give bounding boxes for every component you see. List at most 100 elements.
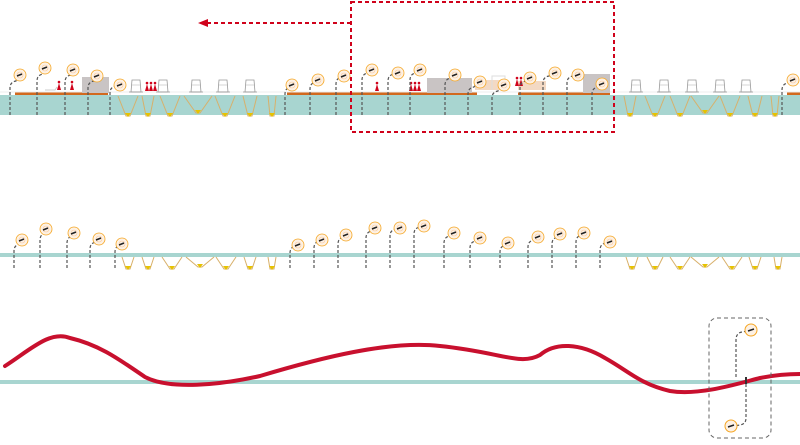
person-figure xyxy=(413,84,417,91)
terrace xyxy=(518,81,546,90)
street-lamp-icon xyxy=(409,63,427,115)
person-head xyxy=(57,80,61,84)
funnel-fixture xyxy=(702,110,708,114)
funnel-fixture xyxy=(145,266,151,270)
lamp-glow-inner xyxy=(116,81,124,89)
lamp-head xyxy=(451,73,458,77)
funnel-light-icon xyxy=(669,95,691,117)
lamp-pole xyxy=(443,233,452,268)
street-lamp-icon xyxy=(413,219,431,268)
lamp-pole xyxy=(491,85,502,115)
kiosk-icon xyxy=(629,79,643,93)
lamp-head xyxy=(526,76,533,80)
kiosk-body xyxy=(658,79,670,93)
lamp-glow-inner xyxy=(500,81,508,89)
street-lamp-icon xyxy=(599,235,617,268)
lamp-glow-inner xyxy=(556,230,564,238)
kiosk-body xyxy=(217,79,229,93)
lamp-head xyxy=(314,78,321,82)
lamp-glow-inner xyxy=(288,81,296,89)
water-line xyxy=(0,380,800,384)
lamp-glow-inner xyxy=(476,234,484,242)
lamp-head xyxy=(342,233,349,237)
person-figure xyxy=(57,83,61,90)
street-lamp-icon xyxy=(781,73,800,115)
lamp-glow-inner xyxy=(396,224,404,232)
street-lamp-icon xyxy=(109,78,127,115)
lamp-glow-inner xyxy=(476,78,484,86)
street-lamp-icon xyxy=(566,68,585,115)
person-figure xyxy=(515,79,519,86)
lamp-glow-inner xyxy=(580,229,588,237)
person-figure xyxy=(153,84,157,91)
funnel-light-icon xyxy=(748,256,762,270)
lamp-head xyxy=(574,73,581,77)
street-lamp-icon xyxy=(575,226,591,268)
lamp-layout-section xyxy=(0,219,800,270)
people-icon xyxy=(57,80,61,90)
lamp-glow-inner xyxy=(574,71,582,79)
kiosk-body xyxy=(190,79,202,93)
ground-strip xyxy=(518,92,610,95)
funnel-fixture xyxy=(752,266,758,270)
street-lamp-icon xyxy=(66,226,81,268)
water-band xyxy=(0,95,800,115)
kiosk-body xyxy=(740,79,752,93)
lamp-head xyxy=(41,66,48,70)
highlight-frame xyxy=(350,1,615,133)
street-lamp-icon xyxy=(389,221,407,268)
kiosk-body xyxy=(130,79,142,93)
lamp-pole xyxy=(467,82,478,115)
lamp-head xyxy=(294,243,301,247)
funnel-fixture xyxy=(775,266,781,270)
funnel-fixture xyxy=(125,113,131,117)
funnel-light-icon xyxy=(183,95,213,114)
person-head xyxy=(519,76,523,80)
funnel-light-icon xyxy=(644,95,666,117)
lamp-glow-inner xyxy=(318,236,326,244)
detail-callout-frame xyxy=(708,317,772,439)
lamp-glow-inner xyxy=(416,66,424,74)
lamp-head xyxy=(340,74,347,78)
kiosk-icon xyxy=(657,79,671,93)
plan-detail-section xyxy=(0,1,800,133)
funnel-light-icon xyxy=(242,95,258,117)
person-figure xyxy=(145,84,149,91)
person-head xyxy=(417,81,421,85)
street-lamp-icon xyxy=(89,232,106,268)
lamp-head xyxy=(606,240,613,244)
lamp-pole xyxy=(551,234,559,268)
funnel-fixture xyxy=(269,113,275,117)
funnel-fixture xyxy=(627,113,633,117)
lamp-head xyxy=(118,242,125,246)
lamp-pole xyxy=(413,226,421,268)
route-curve-section xyxy=(0,317,800,439)
street-lamp-icon xyxy=(542,66,562,115)
street-lamp-icon xyxy=(444,68,462,115)
lamp-pole xyxy=(337,235,346,268)
lamp-head xyxy=(476,236,483,240)
lamp-head xyxy=(69,68,76,72)
lamp-glow-inner xyxy=(420,222,428,230)
street-lamp-icon xyxy=(309,73,325,115)
lamp-head xyxy=(396,226,403,230)
person-figure xyxy=(417,84,421,91)
lamp-glow-inner xyxy=(371,224,379,232)
funnel-fixture xyxy=(223,266,229,270)
terrace xyxy=(475,80,505,90)
arrow-left-icon xyxy=(198,19,208,27)
funnel-fixture xyxy=(197,264,203,268)
building xyxy=(427,78,472,93)
funnel-light-icon xyxy=(185,256,215,268)
people-icon xyxy=(515,76,523,86)
funnel-fixture xyxy=(752,113,758,117)
lamp-head xyxy=(288,83,295,87)
person-head xyxy=(153,81,157,85)
ground-strip xyxy=(15,92,108,95)
lamp-head xyxy=(16,73,23,77)
lamp-glow-inner xyxy=(93,72,101,80)
street-lamp-icon xyxy=(519,71,537,115)
lamp-head xyxy=(789,78,796,82)
street-lamp-icon xyxy=(491,78,511,115)
street-lamp-icon xyxy=(87,69,104,115)
